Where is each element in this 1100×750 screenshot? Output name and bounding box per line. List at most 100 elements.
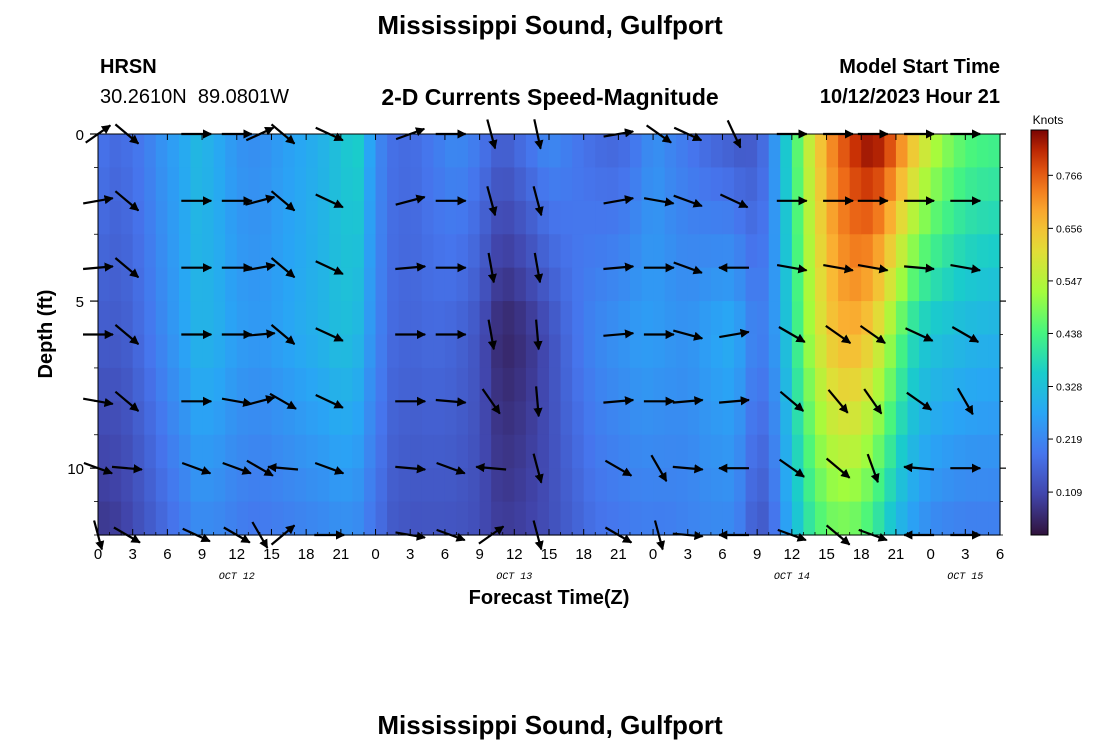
x-tick-label: 15 <box>263 546 280 563</box>
heat-cell <box>895 401 909 436</box>
heat-cell <box>271 134 284 169</box>
x-axis: 0 3 6 9 12 15 18 21 0 3 6 9 12 15 18 21 0 3 6 9 12 15 18 21 0 3 6 O… <box>94 134 1004 583</box>
heat-cell <box>699 301 712 336</box>
heat-cell <box>363 367 377 402</box>
heat-cell <box>907 401 920 436</box>
speed-heatmap <box>98 134 1001 536</box>
heat-cell <box>919 501 932 536</box>
heat-cell <box>907 367 920 402</box>
heat-cell <box>468 134 481 169</box>
heat-cell <box>340 334 354 369</box>
heat-cell <box>236 134 249 169</box>
heat-cell <box>838 301 851 336</box>
heat-cell <box>121 468 134 503</box>
heat-cell <box>329 234 342 269</box>
heat-cell <box>433 200 446 235</box>
heat-cell <box>294 234 307 269</box>
heat-cell <box>745 267 758 302</box>
heat-cell <box>838 134 851 169</box>
heat-cell <box>572 434 585 469</box>
heat-cell <box>178 234 192 269</box>
heat-cell <box>664 301 677 336</box>
heat-cell <box>641 334 654 369</box>
heat-cell <box>410 234 423 269</box>
heat-cell <box>549 234 562 269</box>
heat-cell <box>687 468 700 503</box>
heat-cell <box>549 367 562 402</box>
heat-cell <box>907 200 920 235</box>
heat-cell <box>456 134 469 169</box>
heat-cell <box>375 468 388 503</box>
heat-cell <box>294 200 307 235</box>
heat-cell <box>202 468 215 503</box>
heat-cell <box>676 234 689 269</box>
heat-cell <box>514 167 527 202</box>
heat-cell <box>375 301 388 336</box>
heat-cell <box>583 401 596 436</box>
heat-cell <box>202 434 215 469</box>
current-arrow <box>904 263 935 273</box>
heat-cell <box>953 167 966 202</box>
heat-cell <box>976 468 990 503</box>
heat-cell <box>710 468 724 503</box>
heat-cell <box>225 468 238 503</box>
heat-cell <box>352 301 365 336</box>
heat-cell <box>155 501 168 536</box>
heat-cell <box>259 200 273 235</box>
heat-cell <box>167 468 180 503</box>
heat-cell <box>178 167 192 202</box>
heat-cell <box>826 234 839 269</box>
heat-cell <box>155 267 168 302</box>
heat-cell <box>537 401 550 436</box>
current-arrow <box>270 257 296 279</box>
heat-cell <box>202 367 215 402</box>
heat-cell <box>965 367 978 402</box>
heat-cell <box>803 468 816 503</box>
x-tick-label: 0 <box>94 546 102 563</box>
heat-cell <box>444 501 458 536</box>
heat-cell <box>109 401 122 436</box>
heat-cell <box>98 301 111 336</box>
heat-cell <box>757 134 770 169</box>
heat-cell <box>930 234 943 269</box>
heat-cell <box>745 234 758 269</box>
current-arrow <box>778 458 805 478</box>
heat-cell <box>190 134 203 169</box>
heat-cell <box>178 434 192 469</box>
current-arrow <box>114 324 140 345</box>
heat-cell <box>583 434 596 469</box>
heat-cell <box>734 334 747 369</box>
heat-cell <box>988 367 1001 402</box>
heat-cell <box>884 167 897 202</box>
heat-cell <box>514 334 527 369</box>
heat-cell <box>803 334 816 369</box>
heat-cell <box>433 468 446 503</box>
heat-cell <box>352 234 365 269</box>
heat-cell <box>606 234 619 269</box>
heat-cell <box>710 367 724 402</box>
heat-cell <box>710 134 724 169</box>
heat-cell <box>537 434 550 469</box>
heat-cell <box>988 334 1001 369</box>
heat-cell <box>271 468 284 503</box>
heat-cell <box>826 134 839 169</box>
heat-cell <box>722 267 735 302</box>
heat-cell <box>699 367 712 402</box>
heat-cell <box>976 501 990 536</box>
heat-cell <box>502 200 515 235</box>
heat-cell <box>294 468 307 503</box>
current-arrow <box>603 329 635 339</box>
heat-cell <box>641 401 654 436</box>
heat-cell <box>433 134 446 169</box>
heat-cell <box>155 200 168 235</box>
current-arrow <box>487 252 497 284</box>
heat-cell <box>606 501 619 536</box>
x-tick-label: 15 <box>541 546 558 563</box>
heat-cell <box>410 167 423 202</box>
current-arrow <box>719 396 750 406</box>
heat-cell <box>595 301 608 336</box>
heat-cell <box>884 234 897 269</box>
heat-cell <box>676 468 689 503</box>
heat-cell <box>606 367 619 402</box>
heat-cell <box>560 200 573 235</box>
